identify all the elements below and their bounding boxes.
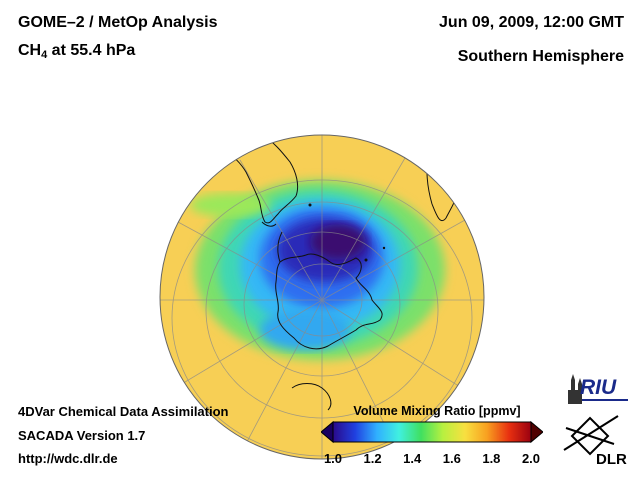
island-kerguelen xyxy=(364,258,368,262)
coast-antarctic-peninsula xyxy=(277,231,283,263)
globe-outline xyxy=(159,134,485,460)
colorbar-title: Volume Mixing Ratio [ppmv] xyxy=(353,404,521,418)
dlr-emblem xyxy=(563,415,619,456)
island-bouvet xyxy=(382,246,386,250)
colorbar-high-arrow xyxy=(530,420,543,444)
colorbar-tick-4: 1.8 xyxy=(482,451,501,466)
datetime-label: Jun 09, 2009, 12:00 GMT xyxy=(439,14,624,31)
colorbar-tick-2: 1.4 xyxy=(403,451,422,466)
vortex-core xyxy=(310,224,366,260)
coast-tierra-del-fuego xyxy=(261,221,277,227)
green-filament xyxy=(190,193,270,217)
assimilation-system-label: 4DVar Chemical Data Assimilation xyxy=(18,404,229,419)
riu-logo-text: RIU xyxy=(580,376,617,399)
species-pressure: at 55.4 hPa xyxy=(47,42,136,59)
species-main: CH xyxy=(18,42,42,59)
colorbar-tick-0: 1.0 xyxy=(323,451,343,466)
colorbar-tick-5: 2.0 xyxy=(521,451,541,466)
vortex-lobe xyxy=(260,310,350,350)
version-label: SACADA Version 1.7 xyxy=(18,428,146,443)
coast-madagascar xyxy=(467,204,473,225)
coastline-islands xyxy=(308,203,386,262)
dlr-logo-text: DLR xyxy=(596,451,627,468)
colorbar-low-arrow xyxy=(321,420,334,444)
graticule xyxy=(160,135,484,459)
region-label: Southern Hemisphere xyxy=(457,48,624,65)
coast-australia xyxy=(291,383,332,411)
dlr-logo: DLR xyxy=(563,415,627,468)
riu-cathedral-icon xyxy=(568,374,582,404)
island-south-georgia xyxy=(308,203,312,207)
title-line-2: CH4 at 55.4 hPa xyxy=(18,42,135,61)
title-line-1: GOME–2 / MetOp Analysis xyxy=(18,14,218,31)
colorbar-tick-1: 1.2 xyxy=(363,451,382,466)
colorbar-scale xyxy=(332,421,532,443)
coastlines xyxy=(214,135,473,411)
colorbar-tick-3: 1.6 xyxy=(442,451,461,466)
colorbar xyxy=(321,420,543,444)
source-url[interactable]: http://wdc.dlr.de xyxy=(18,451,118,466)
species-subscript: 4 xyxy=(41,49,48,61)
riu-logo: RIU xyxy=(568,374,628,404)
coast-antarctica xyxy=(275,253,383,350)
